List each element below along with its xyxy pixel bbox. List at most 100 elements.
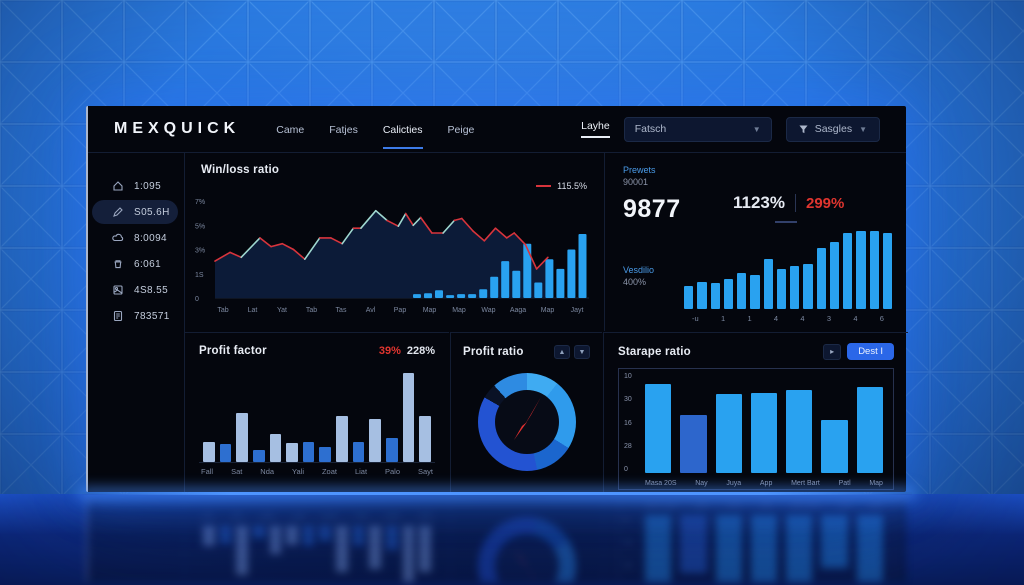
sidebar-divider xyxy=(184,152,185,492)
stats-bar-chart[interactable] xyxy=(684,231,892,309)
svg-text:Yat: Yat xyxy=(277,307,287,314)
arrow-down-button[interactable]: ▼ xyxy=(574,345,590,359)
winloss-title: Win/loss ratio xyxy=(201,164,280,176)
image-icon xyxy=(113,285,123,295)
profit-ratio-gauge[interactable] xyxy=(477,373,576,471)
sharpe-chart[interactable] xyxy=(645,377,883,473)
stats-underline xyxy=(775,221,797,223)
sharpe-bar xyxy=(750,393,778,473)
nav-item-4[interactable]: Peige xyxy=(447,124,475,136)
nav-item-3[interactable]: Calicties xyxy=(382,109,423,149)
pen-icon xyxy=(113,207,123,217)
sharpe-header: Starape ratio ▸ Dest I xyxy=(618,343,894,360)
stats-pct-right: 299% xyxy=(806,194,845,212)
stats-bar xyxy=(816,248,826,309)
svg-text:Lat: Lat xyxy=(248,307,258,314)
svg-text:Map: Map xyxy=(423,307,437,314)
stats-bar xyxy=(869,231,879,309)
legend-value: 115.5% xyxy=(557,181,587,191)
profit-factor-tick: Palo xyxy=(385,467,401,476)
profit-factor-bar xyxy=(402,373,415,462)
filter-button[interactable]: Sasgles ▼ xyxy=(785,116,880,142)
stats-tick: 4 xyxy=(773,314,779,323)
stats-tick: 3 xyxy=(826,314,832,323)
sharpe-chart-box: 10 30 16 28 0 Masa 20S Nay Juya App Mert Bart Pat… xyxy=(618,368,894,490)
svg-text:Aaga: Aaga xyxy=(510,307,526,314)
dest-button[interactable]: Dest I xyxy=(847,343,894,360)
stats-bar xyxy=(723,279,733,309)
svg-text:Tab: Tab xyxy=(217,307,228,314)
sidebar-item-1[interactable]: 1:095 xyxy=(92,174,178,198)
sidebar-item-6[interactable]: 783571 xyxy=(92,304,178,328)
stats-big-value: 9877 xyxy=(623,195,681,223)
stats-bar xyxy=(882,233,892,309)
sidebar-item-value: 8:0094 xyxy=(134,232,167,244)
chevron-down-icon: ▼ xyxy=(752,124,761,134)
desk-floor xyxy=(0,494,1024,585)
header-divider xyxy=(88,152,906,153)
layhe-link[interactable]: Layhe xyxy=(581,120,610,138)
sharpe-y-ticks: 10 30 16 28 0 xyxy=(624,373,632,473)
stats-bar xyxy=(697,281,707,309)
winloss-chart[interactable]: 7% 5% 3% 1S 0 Tab Lat Yat Tab Tas Avl Pap Map Map Wap A… xyxy=(193,193,593,325)
sidebar-item-value: 1:095 xyxy=(134,180,162,192)
stats-label-top: Prewets xyxy=(623,165,656,175)
profit-factor-bar xyxy=(219,444,232,462)
profit-factor-chart[interactable] xyxy=(199,373,435,463)
sidebar-item-value: S05.6H xyxy=(134,206,170,218)
profit-factor-bar xyxy=(286,443,298,462)
stats-label-bottom: Vesdilio xyxy=(623,265,655,275)
sharpe-x-tick: Mert Bart xyxy=(791,480,820,487)
basket-icon xyxy=(114,260,122,269)
sharpe-y-tick: 0 xyxy=(624,466,628,473)
arrow-up-button[interactable]: ▲ xyxy=(554,345,570,359)
profit-factor-tick: Sayt xyxy=(417,467,433,476)
nav-item-2[interactable]: Fatjes xyxy=(329,124,358,136)
sidebar-item-5[interactable]: 4S8.55 xyxy=(92,278,178,302)
stats-big-wrap: 9877 xyxy=(623,195,681,224)
nav-item-1[interactable]: Came xyxy=(276,124,305,136)
sharpe-bar xyxy=(680,415,707,473)
stats-bar xyxy=(684,285,694,309)
sharpe-y-tick: 16 xyxy=(624,419,632,427)
chevron-down-icon: ▼ xyxy=(859,124,867,134)
sidebar-item-2[interactable]: S05.6H xyxy=(92,200,178,224)
stats-bar xyxy=(710,283,720,309)
play-button[interactable]: ▸ xyxy=(823,343,842,360)
legend-line-swatch xyxy=(536,185,552,187)
stats-tick: 4 xyxy=(853,314,858,323)
stats-bottom-block: Vesdilio 400% xyxy=(623,265,654,287)
stats-percentages: 1123% 299% xyxy=(733,193,844,213)
stats-bar xyxy=(776,269,786,309)
sidebar-item-4[interactable]: 6:061 xyxy=(92,252,178,276)
sharpe-title: Starape ratio xyxy=(618,345,691,358)
stats-tick: -u xyxy=(692,314,699,323)
stats-bar xyxy=(763,259,773,309)
profit-factor-bar xyxy=(203,442,215,462)
profit-factor-tick: Fall xyxy=(201,467,214,476)
sharpe-x-tick: Nay xyxy=(695,480,708,487)
profit-factor-bar xyxy=(369,419,382,462)
sidebar-item-value: 6:061 xyxy=(134,258,162,270)
sharpe-x-tick: Map xyxy=(869,480,883,487)
svg-text:Wap: Wap xyxy=(481,307,495,314)
profit-ratio-title: Profit ratio xyxy=(463,346,524,358)
sidebar-item-3[interactable]: 8:0094 xyxy=(92,226,178,250)
stats-pct-left: 1123% xyxy=(733,193,785,212)
stats-panel: Prewets 90001 9877 1123% 299% Vesdilio 4… xyxy=(604,153,908,331)
period-select[interactable]: Fatsch ▼ xyxy=(623,116,772,142)
profit-factor-bar xyxy=(252,450,265,462)
profit-factor-bar xyxy=(302,441,315,462)
profit-factor-bar xyxy=(236,413,248,462)
sharpe-ratio-panel: Starape ratio ▸ Dest I 10 30 16 28 0 Masa 20… xyxy=(603,332,908,492)
svg-text:0: 0 xyxy=(195,296,199,303)
stats-pct-divider xyxy=(795,194,796,212)
winloss-panel: Win/loss ratio 115.5% 7% 5% 3% 1S 0 Tab Lat Yat… xyxy=(185,153,603,331)
svg-text:Tab: Tab xyxy=(306,307,317,314)
stats-value-bottom: 400% xyxy=(623,277,647,287)
stats-value-top: 90001 xyxy=(623,177,649,187)
clock-hands-icon xyxy=(513,397,541,440)
stats-bar xyxy=(790,266,800,309)
stats-tick: 1 xyxy=(720,314,726,323)
winloss-legend: 115.5% xyxy=(536,181,587,191)
